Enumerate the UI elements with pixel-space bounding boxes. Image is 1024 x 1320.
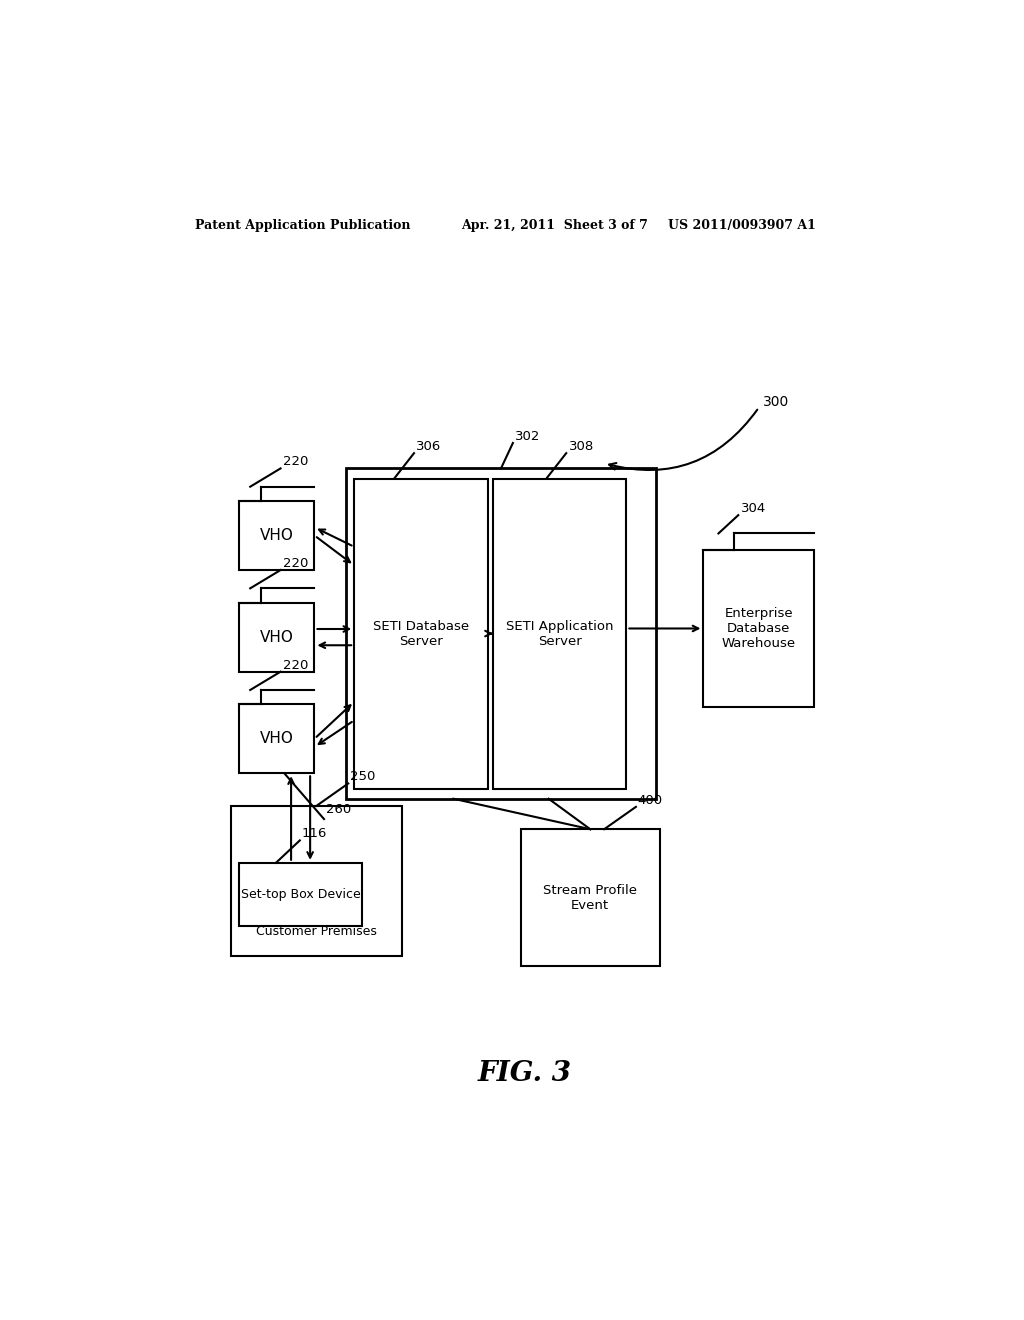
Text: Enterprise
Database
Warehouse: Enterprise Database Warehouse: [722, 607, 796, 649]
Text: 116: 116: [301, 828, 327, 841]
Text: Stream Profile
Event: Stream Profile Event: [544, 884, 637, 912]
Text: 306: 306: [417, 440, 441, 453]
Text: 260: 260: [326, 803, 351, 816]
Text: 300: 300: [763, 395, 790, 409]
Bar: [240, 602, 314, 672]
Bar: [240, 704, 314, 774]
Text: VHO: VHO: [260, 528, 294, 543]
Text: SETI Database
Server: SETI Database Server: [373, 619, 469, 648]
Bar: [521, 829, 659, 966]
Text: SETI Application
Server: SETI Application Server: [506, 619, 613, 648]
Text: Patent Application Publication: Patent Application Publication: [196, 219, 411, 232]
Bar: [703, 549, 814, 708]
Text: 220: 220: [283, 557, 308, 570]
Text: 220: 220: [283, 659, 308, 672]
Bar: [494, 479, 627, 788]
Text: 308: 308: [568, 440, 594, 453]
Bar: [354, 479, 487, 788]
Text: 220: 220: [283, 455, 308, 469]
Text: 304: 304: [740, 502, 766, 515]
Bar: [240, 863, 362, 925]
Text: 250: 250: [350, 771, 375, 784]
Text: 302: 302: [515, 430, 541, 444]
Text: FIG. 3: FIG. 3: [478, 1060, 571, 1086]
Text: Customer Premises: Customer Premises: [256, 925, 377, 939]
Bar: [231, 805, 401, 956]
Text: 400: 400: [638, 793, 663, 807]
Text: Apr. 21, 2011  Sheet 3 of 7: Apr. 21, 2011 Sheet 3 of 7: [461, 219, 648, 232]
Text: US 2011/0093907 A1: US 2011/0093907 A1: [668, 219, 815, 232]
Bar: [240, 500, 314, 570]
Bar: [346, 469, 655, 799]
Text: VHO: VHO: [260, 731, 294, 746]
Text: Set-top Box Device: Set-top Box Device: [241, 888, 360, 900]
Text: VHO: VHO: [260, 630, 294, 644]
